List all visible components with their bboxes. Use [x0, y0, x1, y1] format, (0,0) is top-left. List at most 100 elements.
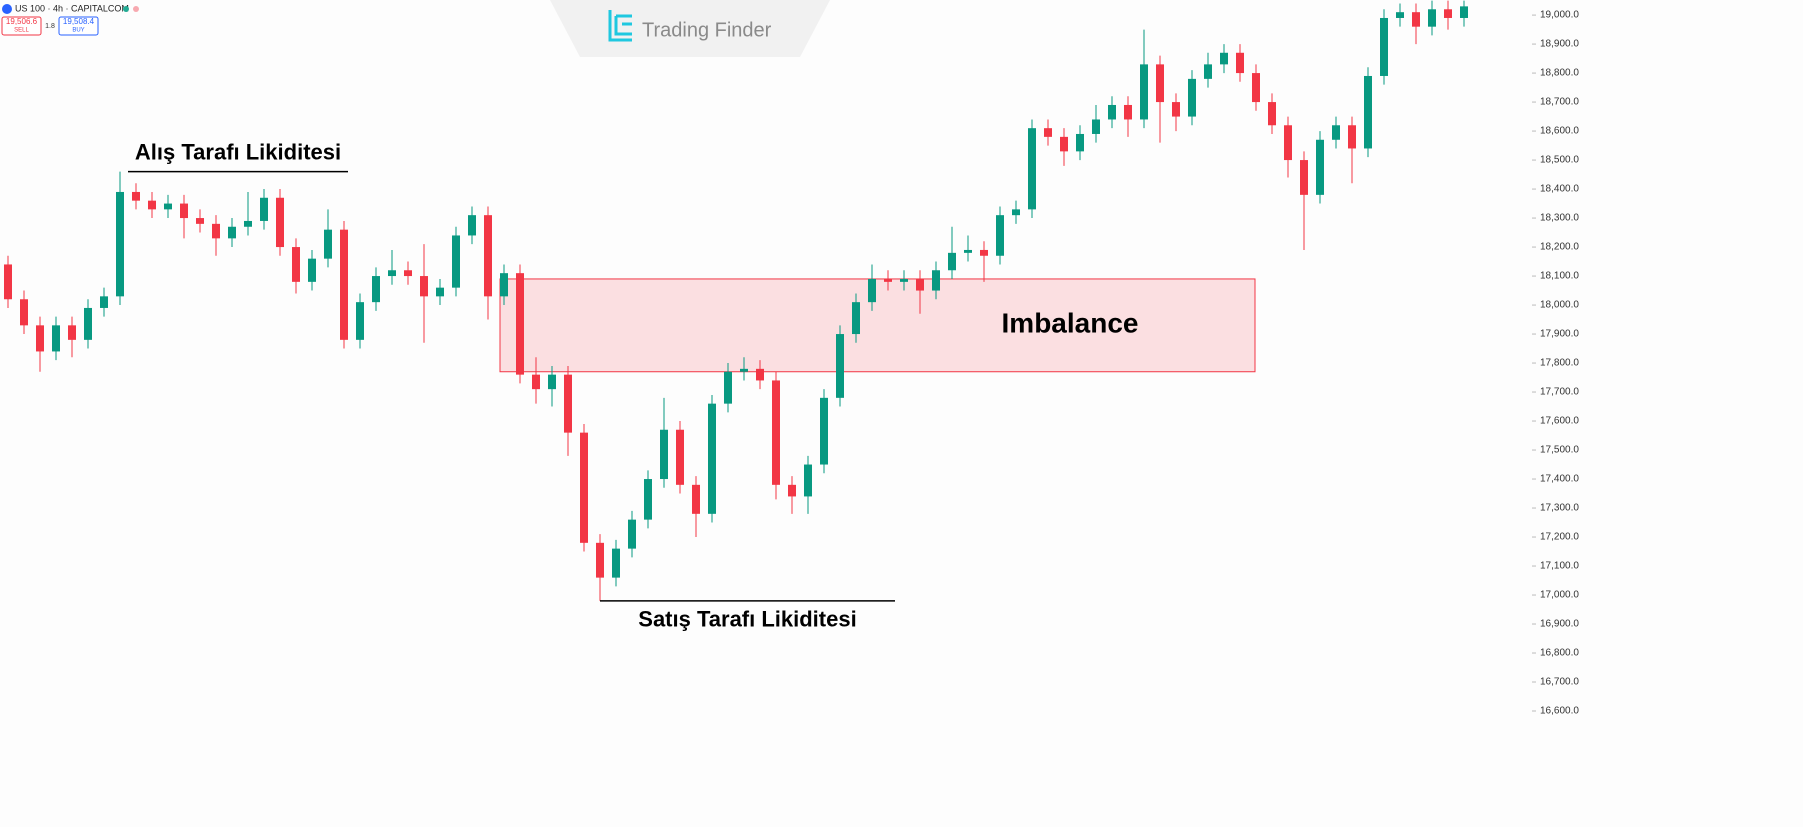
candle-body [1012, 209, 1020, 216]
candle-body [852, 302, 860, 335]
candle-body [1380, 17, 1388, 76]
candle-body [1156, 64, 1164, 103]
candle-body [1428, 9, 1436, 27]
y-tick-label: 16,700.0 [1540, 677, 1579, 688]
candle-body [500, 273, 508, 297]
annotation: Satış Tarafı Likiditesi [638, 607, 856, 632]
candle-body [1268, 102, 1276, 126]
candle-body [404, 270, 412, 277]
candle-body [548, 374, 556, 390]
candle-body [1124, 104, 1132, 120]
candle-body [372, 276, 380, 303]
candle-body [996, 215, 1004, 256]
candle-body [708, 403, 716, 514]
y-tick-label: 16,600.0 [1540, 706, 1579, 717]
candle-body [68, 325, 76, 340]
candle-body [260, 197, 268, 221]
candle-body [1412, 12, 1420, 27]
candle-body [276, 197, 284, 248]
candle-body [484, 215, 492, 297]
candle-body [84, 307, 92, 340]
candle-body [164, 203, 172, 210]
candle-body [804, 464, 812, 497]
candle-body [660, 429, 668, 480]
candle-body [1140, 64, 1148, 120]
candle-body [580, 432, 588, 543]
sell-price: 19,506.6 [6, 17, 38, 26]
candle-body [724, 371, 732, 404]
spread: 1.8 [45, 23, 55, 30]
imbalance-zone [499, 278, 1256, 373]
candle-body [1284, 125, 1292, 161]
y-tick-label: 18,300.0 [1540, 213, 1579, 224]
candle-body [612, 548, 620, 578]
buy-button[interactable] [58, 16, 99, 36]
candle-body [1060, 136, 1068, 152]
candle-body [196, 218, 204, 224]
candle-body [1172, 102, 1180, 117]
candle-body [436, 287, 444, 297]
candle-body [388, 270, 396, 277]
candle-body [356, 302, 364, 340]
candle-body [1252, 73, 1260, 103]
candle-body [1332, 125, 1340, 140]
candle-body [1300, 160, 1308, 195]
logo-text: Trading Finder [642, 19, 772, 41]
candle-body [756, 368, 764, 381]
status-dot [133, 6, 139, 12]
y-tick-label: 18,000.0 [1540, 300, 1579, 311]
candle-body [20, 299, 28, 326]
y-tick-label: 17,600.0 [1540, 416, 1579, 427]
y-tick-label: 17,900.0 [1540, 329, 1579, 340]
buy-price: 19,508.4 [63, 17, 95, 26]
candle-body [420, 276, 428, 297]
candle-body [1364, 75, 1372, 149]
candle-body [212, 223, 220, 239]
candle-body [292, 247, 300, 282]
candle-body [596, 542, 604, 578]
y-tick-label: 17,300.0 [1540, 503, 1579, 514]
candle-body [916, 278, 924, 291]
candle-body [628, 519, 636, 549]
annotation: Alış Tarafı Likiditesi [135, 139, 341, 164]
candle-body [772, 380, 780, 485]
candle-body [964, 249, 972, 253]
sell-button[interactable] [1, 16, 42, 36]
candle-body [900, 278, 908, 282]
candle-body [1204, 64, 1212, 79]
candle-body [180, 203, 188, 219]
candle-body [532, 374, 540, 390]
candle-body [340, 229, 348, 340]
candle-body [228, 226, 236, 239]
y-tick-label: 16,800.0 [1540, 648, 1579, 659]
candle-body [52, 325, 60, 352]
y-tick-label: 18,200.0 [1540, 242, 1579, 253]
candle-body [1316, 139, 1324, 195]
y-tick-label: 16,900.0 [1540, 619, 1579, 630]
y-tick-label: 19,000.0 [1540, 10, 1579, 21]
candle-body [1188, 78, 1196, 117]
y-tick-label: 18,100.0 [1540, 271, 1579, 282]
candle-body [100, 296, 108, 308]
candle-body [676, 429, 684, 485]
candle-body [1044, 128, 1052, 137]
candle-body [468, 215, 476, 236]
logo-icon [608, 10, 632, 42]
candle-body [132, 191, 140, 201]
candle-body [1076, 133, 1084, 152]
candle-body [1220, 52, 1228, 65]
candle-body [692, 484, 700, 514]
candle-body [820, 397, 828, 465]
candle-body [644, 479, 652, 520]
y-tick-label: 17,700.0 [1540, 387, 1579, 398]
candle-body [740, 368, 748, 372]
candle-body [1028, 128, 1036, 210]
buy-label: BUY [72, 28, 84, 34]
candle-body [1460, 6, 1468, 18]
y-tick-label: 18,900.0 [1540, 39, 1579, 50]
y-tick-label: 18,400.0 [1540, 184, 1579, 195]
candle-body [1396, 12, 1404, 18]
candle-body [564, 374, 572, 433]
